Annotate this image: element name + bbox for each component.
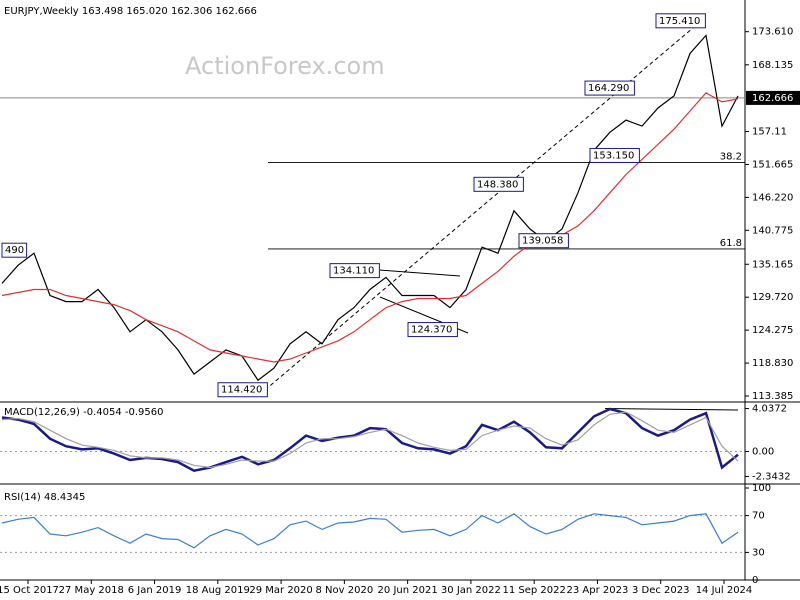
y-tick-label: 135.165 [752,259,793,270]
y-tick-label: 173.610 [752,27,793,38]
triangle-line [379,269,461,277]
x-tick-label: 11 Sep 2022 [502,585,565,596]
price-label-box [518,233,569,249]
price-label: 139.058 [522,236,563,247]
y-tick-label: 157.11 [752,127,787,138]
price-label-box [473,176,524,192]
price-label-box [584,80,635,96]
price-label: 490 [5,245,24,256]
channel-line [264,21,701,391]
price-label: 114.420 [221,385,262,396]
y-tick-label: -2.3432 [752,471,791,482]
y-tick-label: 168.135 [752,60,793,71]
price-label-box [655,13,706,29]
price-label: 164.290 [588,83,629,94]
price-label-box [217,382,268,398]
panel-title: MACD(12,26,9) -0.4054 -0.9560 [4,407,164,418]
y-tick-label: 146.220 [752,192,793,203]
x-tick-label: 30 Jan 2022 [441,585,501,596]
x-tick-label: 29 Mar 2020 [249,585,312,596]
y-tick-label: 30 [752,547,765,558]
price-label-box [407,322,458,338]
y-tick-label: 0.00 [752,447,774,458]
series-line [1,407,739,473]
x-tick-label: 14 Jul 2024 [696,585,753,596]
y-tick-label: 100 [752,483,771,494]
x-tick-label: 3 Dec 2023 [632,585,690,596]
price-label: 134.110 [333,266,374,277]
panel-title: RSI(14) 48.4345 [4,492,85,503]
y-tick-label: 140.775 [752,225,793,236]
y-tick-label: 70 [752,511,765,522]
x-tick-label: 18 Aug 2019 [186,585,250,596]
watermark: ActionForex.com [185,52,385,80]
y-tick-label: 113.385 [752,391,793,402]
y-tick-label: 151.665 [752,159,793,170]
x-tick-label: 20 Jun 2021 [378,585,438,596]
x-tick-label: 23 Apr 2023 [567,585,629,596]
resistance-line [604,408,739,411]
price-label-box [589,147,640,163]
series-line [1,513,739,549]
price-label: 124.370 [411,325,452,336]
x-tick-label: 27 May 2018 [59,585,124,596]
price-label: 175.410 [659,16,700,27]
series-line [1,411,739,469]
price-label-box [1,242,28,258]
last-price-box [746,90,800,105]
x-tick-label: 8 Nov 2020 [316,585,374,596]
last-price-label: 162.666 [752,93,793,104]
y-tick-label: 4.0372 [752,404,787,415]
y-tick-label: 129.720 [752,292,793,303]
price-label-box [329,263,380,279]
x-tick-label: 6 Jan 2019 [128,585,182,596]
fib-label: 61.8 [720,238,742,249]
fib-label: 38.2 [720,151,742,162]
panel-title: EURJPY,Weekly 163.498 165.020 162.306 16… [4,6,257,17]
y-tick-label: 118.830 [752,358,793,369]
price-label: 148.380 [477,179,518,190]
y-tick-label: 0 [752,575,758,586]
y-tick-label: 124.275 [752,325,793,336]
x-tick-label: 15 Oct 2017 [0,585,59,596]
series-line [1,92,739,363]
series-line [1,34,739,382]
price-label: 153.150 [593,150,634,161]
